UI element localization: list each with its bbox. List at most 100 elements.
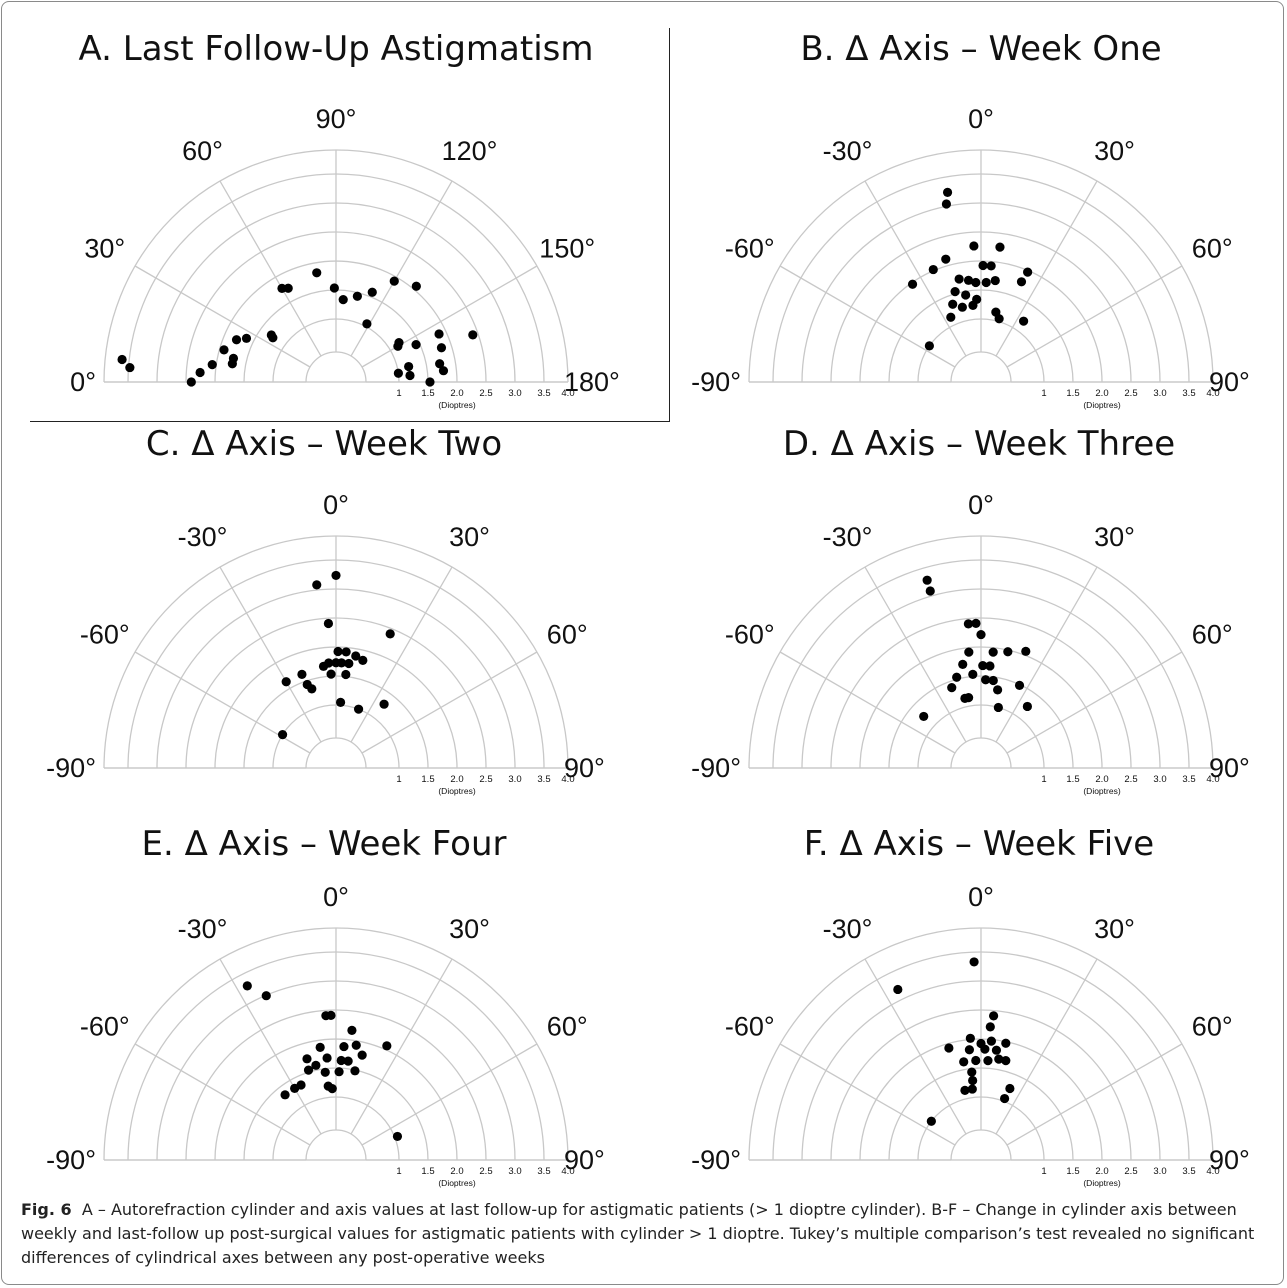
data-point bbox=[302, 1054, 312, 1064]
angle-label: -30° bbox=[178, 522, 228, 552]
radial-ring bbox=[305, 351, 367, 383]
radial-ring bbox=[748, 535, 1214, 769]
data-point bbox=[343, 1056, 353, 1066]
data-point bbox=[411, 340, 421, 350]
angle-label: 60° bbox=[182, 136, 223, 166]
data-point bbox=[266, 330, 276, 340]
data-point bbox=[404, 361, 414, 372]
data-point bbox=[362, 319, 372, 329]
spoke-line bbox=[350, 958, 453, 1135]
data-point bbox=[241, 333, 252, 343]
data-point bbox=[995, 242, 1005, 252]
angle-label: 90° bbox=[316, 104, 357, 134]
angle-label: 30° bbox=[1094, 914, 1135, 944]
angle-label: 60° bbox=[1192, 620, 1233, 650]
angle-label: -60° bbox=[725, 620, 775, 650]
data-point bbox=[963, 275, 974, 285]
angle-label: -30° bbox=[823, 136, 873, 166]
radial-ring bbox=[214, 260, 458, 383]
data-point bbox=[971, 277, 981, 288]
radial-tick-label: 2.5 bbox=[1124, 1166, 1137, 1177]
data-point bbox=[228, 353, 239, 363]
radial-tick-label: 3.0 bbox=[508, 774, 521, 785]
radial-ring bbox=[185, 1009, 487, 1161]
radial-tick-label: 1.5 bbox=[1066, 774, 1079, 785]
chart-title: E. Δ Axis – Week Four bbox=[142, 824, 507, 864]
radial-ring bbox=[103, 149, 569, 383]
data-point bbox=[988, 647, 998, 657]
data-point bbox=[312, 268, 322, 278]
polar-chart-f: F. Δ Axis – Week Five -90° -60° -30° 0° 30° 60… bbox=[691, 824, 1250, 1188]
radial-tick-label: 3.5 bbox=[537, 388, 550, 399]
data-point bbox=[942, 187, 953, 197]
data-point bbox=[379, 699, 389, 709]
radial-ring bbox=[801, 980, 1161, 1161]
radial-tick-label: 2.0 bbox=[450, 1166, 463, 1177]
radial-tick-label: 3.0 bbox=[508, 1166, 521, 1177]
chart-title: B. Δ Axis – Week One bbox=[800, 29, 1161, 69]
data-point bbox=[290, 1083, 300, 1093]
data-point bbox=[1018, 316, 1029, 326]
data-point bbox=[438, 366, 449, 376]
angle-label: 0° bbox=[968, 882, 994, 912]
data-point bbox=[986, 261, 996, 271]
radial-tick-label: 2.0 bbox=[450, 388, 463, 399]
chart-title: F. Δ Axis – Week Five bbox=[804, 824, 1154, 864]
angle-label: 0° bbox=[968, 104, 994, 134]
data-point bbox=[207, 360, 217, 370]
angle-label: 0° bbox=[968, 490, 994, 520]
radial-tick-label: 3.5 bbox=[1182, 774, 1195, 785]
data-point bbox=[338, 294, 348, 305]
data-point bbox=[1022, 701, 1032, 712]
data-point bbox=[353, 704, 364, 714]
data-point bbox=[352, 291, 362, 301]
data-point bbox=[281, 677, 291, 687]
data-point bbox=[339, 1041, 349, 1052]
data-point bbox=[347, 1025, 357, 1035]
spoke-line bbox=[361, 1043, 538, 1146]
data-point bbox=[968, 669, 978, 679]
chart-panels: A. Last Follow-Up Astigmatism 0° 30° 60° 90°… bbox=[46, 29, 1250, 1188]
radial-ring bbox=[830, 1009, 1132, 1161]
angle-label: 60° bbox=[1192, 234, 1233, 264]
data-point bbox=[928, 264, 938, 275]
radial-ring bbox=[156, 588, 516, 769]
radial-tick-label: 4.0 bbox=[1206, 774, 1219, 785]
spoke-line bbox=[864, 180, 967, 357]
radial-ring bbox=[185, 617, 487, 769]
data-point bbox=[978, 260, 988, 271]
radial-ring bbox=[917, 318, 1045, 383]
data-point bbox=[335, 697, 346, 707]
angle-label: 60° bbox=[547, 620, 588, 650]
data-point bbox=[941, 254, 951, 264]
radial-tick-label: 3.0 bbox=[508, 388, 521, 399]
data-point bbox=[125, 362, 135, 373]
data-point bbox=[385, 629, 395, 639]
radial-tick-label: 2.5 bbox=[479, 1166, 492, 1177]
data-point bbox=[1021, 646, 1031, 656]
radial-ring bbox=[127, 559, 545, 769]
radial-unit-label: (Dioptres) bbox=[1083, 1178, 1120, 1188]
radial-ring bbox=[156, 202, 516, 383]
data-point bbox=[1005, 1083, 1015, 1094]
data-point bbox=[315, 1042, 325, 1053]
radial-ring bbox=[859, 646, 1103, 769]
data-point bbox=[320, 1067, 330, 1077]
panel-a-box bbox=[30, 28, 670, 422]
data-point bbox=[988, 675, 998, 686]
data-point bbox=[957, 302, 967, 312]
radial-tick-label: 1 bbox=[396, 774, 401, 785]
data-point bbox=[922, 575, 932, 585]
radial-tick-label: 3.5 bbox=[537, 774, 550, 785]
radial-unit-label: (Dioptres) bbox=[1083, 786, 1120, 796]
data-point bbox=[186, 377, 196, 387]
data-point bbox=[358, 655, 368, 666]
data-point bbox=[999, 1093, 1010, 1104]
angle-label: 90° bbox=[1209, 367, 1250, 397]
radial-tick-label: 2.5 bbox=[479, 388, 492, 399]
radial-tick-label: 4.0 bbox=[1206, 1166, 1219, 1177]
data-point bbox=[351, 651, 361, 661]
angle-label: 30° bbox=[449, 522, 490, 552]
radial-ring bbox=[772, 173, 1190, 383]
